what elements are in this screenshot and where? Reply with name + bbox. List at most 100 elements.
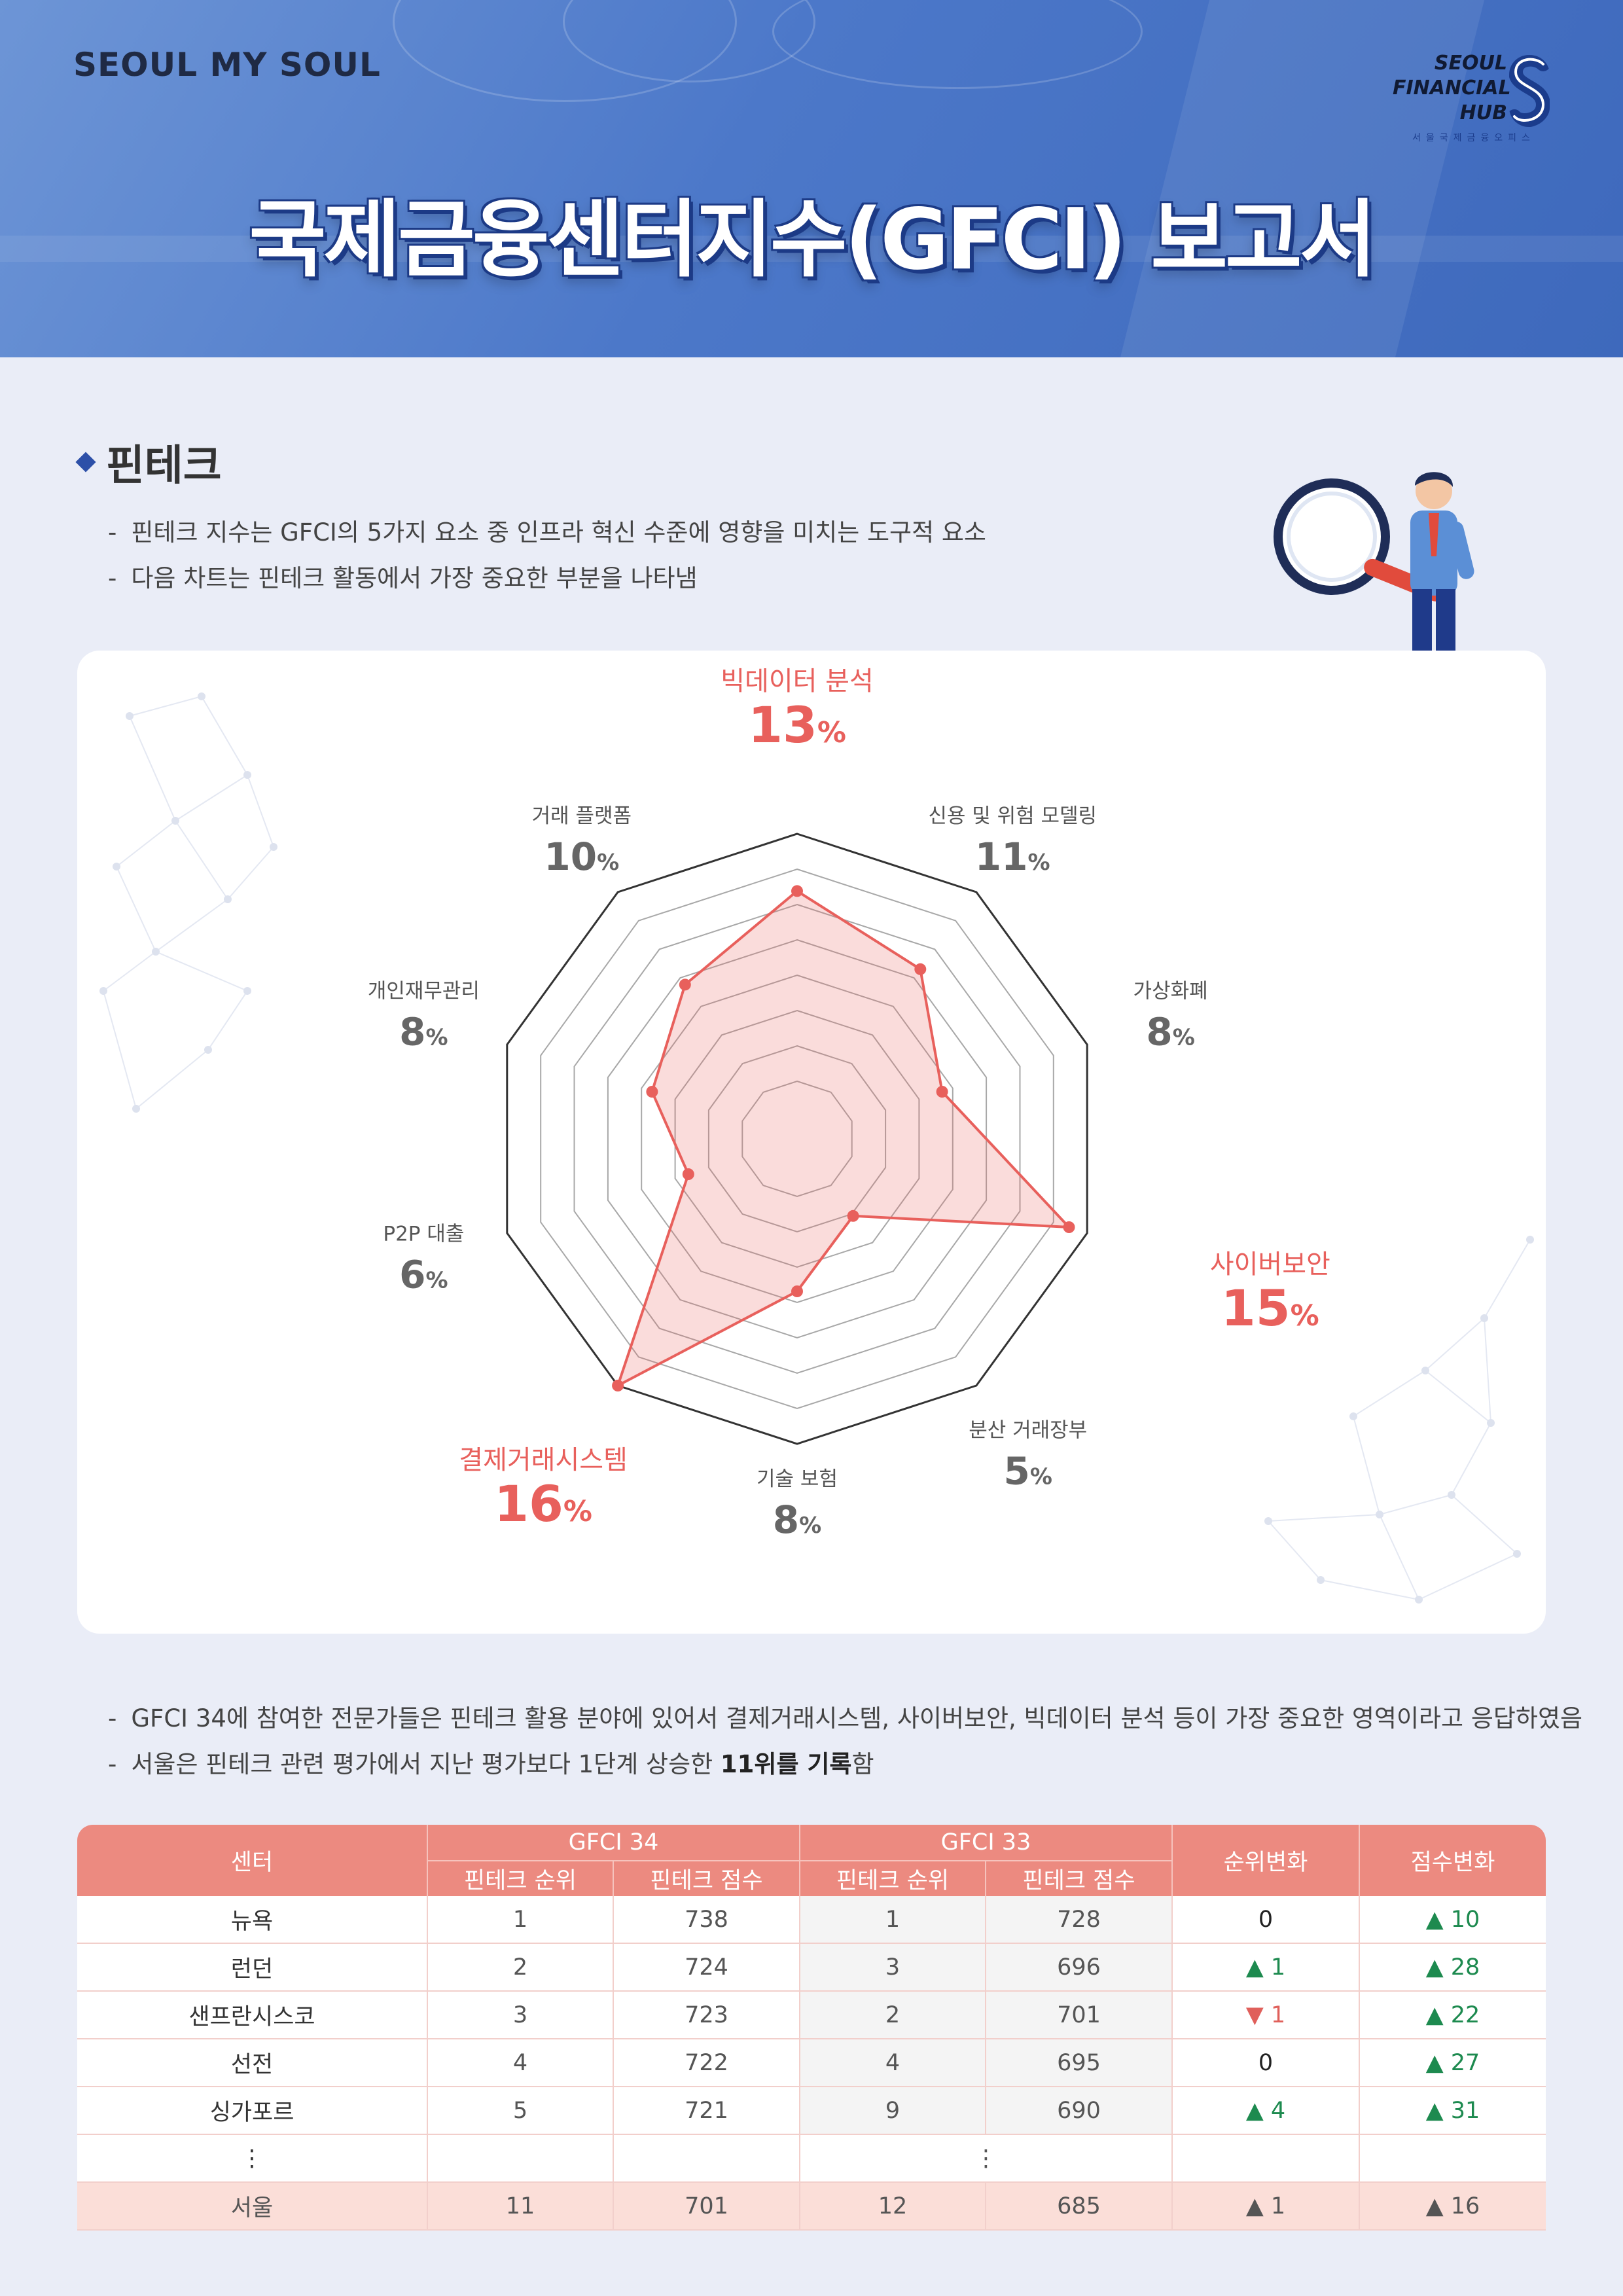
radar-grid-ring [741, 1080, 853, 1198]
radar-point-8 [682, 1168, 694, 1180]
table-row: 싱가포르 5 721 9 690 ▲ 4 ▲ 31 [77, 2087, 1546, 2135]
radar-label-group: 거래 플랫폼 10% [532, 804, 632, 879]
cell-rank-33: 1 [800, 1896, 986, 1944]
radar-category-label: P2P 대출 [383, 1222, 464, 1246]
logo-line: HUB [1459, 101, 1507, 124]
radar-value-label: 11% [975, 834, 1050, 879]
network-node-decoration [270, 843, 277, 851]
cell-score-change: ▲ 31 [1359, 2087, 1546, 2135]
radar-label-group: 개인재무관리 8% [368, 980, 480, 1054]
cell-score-change: ▲ 27 [1359, 2039, 1546, 2087]
network-link-decoration [1418, 1553, 1518, 1600]
network-node-decoration [1264, 1517, 1272, 1525]
network-link-decoration [1268, 1520, 1321, 1581]
network-node-decoration [132, 1105, 140, 1113]
ranking-table: 센터 GFCI 34 GFCI 33 순위변화 점수변화 핀테크 순위 핀테크 … [77, 1825, 1546, 2231]
radar-point-1 [791, 885, 803, 897]
cell-rank-33: 3 [800, 1943, 986, 1992]
network-link-decoration [155, 951, 248, 992]
network-node-decoration [1526, 1236, 1534, 1244]
cell-rank-34: 2 [427, 1943, 614, 1992]
network-link-decoration [129, 696, 202, 717]
note-item: GFCI 34에 참여한 전문가들은 핀테크 활용 분야에 있어서 결제거래시스… [108, 1703, 1582, 1734]
cell-score-change: ▲ 10 [1359, 1896, 1546, 1944]
radar-value-number: 6 [399, 1252, 425, 1297]
cell-score-34: 722 [613, 2039, 800, 2087]
note-text: 함 [851, 1750, 874, 1778]
building-decoration [0, 236, 1623, 262]
radar-value-number: 16 [494, 1475, 563, 1533]
radar-category-label: 가상화폐 [1133, 980, 1208, 1003]
header-banner: SEOUL MY SOUL SEOUL FINANCIAL HUB 서울국제금융… [0, 0, 1623, 357]
network-link-decoration [207, 990, 248, 1050]
s-mark-icon [1509, 55, 1550, 127]
logo-line: FINANCIAL [1393, 77, 1511, 99]
intro-item: 다음 차트는 핀테크 활동에서 가장 중요한 부분을 나타냄 [108, 563, 986, 594]
network-node-decoration [152, 948, 160, 956]
network-link-decoration [103, 990, 137, 1109]
radar-value-label: 16% [494, 1475, 592, 1533]
radar-value-label: 8% [773, 1498, 821, 1542]
cell-score-change: ▲ 28 [1359, 1943, 1546, 1992]
radar-label-group: 가상화폐 8% [1133, 980, 1208, 1054]
radar-point-5 [847, 1210, 859, 1222]
cell-score-34: 701 [613, 2182, 800, 2231]
network-node-decoration [243, 771, 251, 779]
page-title: 국제금융센터지수(GFCI) 보고서 [249, 191, 1377, 289]
network-link-decoration [1353, 1370, 1426, 1417]
radar-grid-ring [674, 1009, 920, 1268]
network-link-decoration [175, 774, 248, 821]
radar-point-4 [1063, 1221, 1075, 1233]
radar-value-number: 11 [975, 834, 1028, 879]
radar-value-number: 8 [1146, 1010, 1172, 1054]
network-link-decoration [1425, 1370, 1491, 1424]
th-rank-34: 핀테크 순위 [427, 1860, 614, 1896]
cell-rank-change: 0 [1172, 2039, 1360, 2087]
radar-value-unit: % [817, 716, 846, 749]
radar-value-unit: % [426, 1267, 448, 1293]
logo-right-text: SEOUL FINANCIAL HUB [1393, 51, 1511, 126]
network-node-decoration [1513, 1550, 1521, 1558]
table-row: 선전 4 722 4 695 0 ▲ 27 [77, 2039, 1546, 2087]
radar-value-label: 5% [1003, 1448, 1052, 1493]
radar-point-10 [679, 978, 691, 991]
radar-value-number: 8 [399, 1010, 425, 1054]
ranking-table-wrap: 센터 GFCI 34 GFCI 33 순위변화 점수변화 핀테크 순위 핀테크 … [77, 1825, 1546, 2231]
ellipsis-row: ⋮ ⋮ [77, 2134, 1546, 2183]
radar-point-9 [646, 1086, 658, 1098]
network-node-decoration [243, 987, 251, 995]
radar-value-number: 5 [1003, 1448, 1029, 1493]
radar-category-label: 분산 거래장부 [969, 1418, 1087, 1442]
network-link-decoration [1451, 1422, 1491, 1496]
cell-score-33: 685 [986, 2182, 1173, 2231]
th-score-34: 핀테크 점수 [613, 1860, 800, 1896]
network-node-decoration [1487, 1419, 1495, 1427]
ceiling-light-decoration [772, 0, 1143, 89]
cell-center: 샌프란시스코 [77, 1991, 428, 2039]
radar-grid-ring [540, 868, 1054, 1410]
cell-score-change: ▲ 16 [1359, 2182, 1546, 2231]
table-row: 런던 2 724 3 696 ▲ 1 ▲ 28 [77, 1943, 1546, 1992]
network-node-decoration [224, 895, 232, 903]
network-link-decoration [135, 1049, 209, 1109]
radar-value-number: 10 [544, 834, 597, 879]
network-link-decoration [201, 696, 248, 776]
radar-category-label: 사이버보안 [1210, 1249, 1330, 1280]
radar-value-label: 13% [748, 696, 846, 754]
network-node-decoration [1349, 1412, 1357, 1420]
network-link-decoration [1379, 1514, 1419, 1600]
network-node-decoration [1376, 1511, 1383, 1518]
radar-value-unit: % [799, 1513, 821, 1539]
radar-grid-ring [506, 833, 1088, 1445]
th-center: 센터 [77, 1825, 428, 1896]
radar-value-label: 8% [1146, 1010, 1194, 1054]
radar-point-6 [791, 1285, 803, 1297]
logo-text: SEOUL MY SOUL [73, 46, 381, 84]
network-node-decoration [1480, 1314, 1488, 1322]
diamond-bullet-icon [75, 452, 96, 473]
network-link-decoration [175, 820, 228, 900]
network-node-decoration [126, 712, 134, 720]
